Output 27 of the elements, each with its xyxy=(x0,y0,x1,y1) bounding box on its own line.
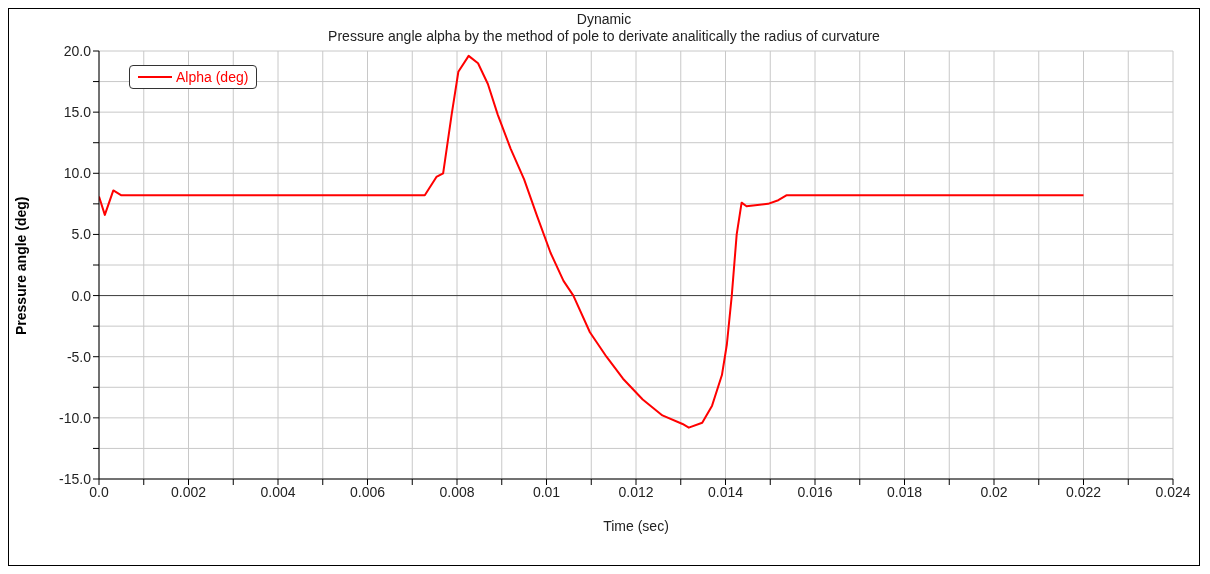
x-tick-label: 0.008 xyxy=(439,483,475,500)
y-tick-label: -10.0 xyxy=(59,409,92,426)
x-tick-label: 0.002 xyxy=(170,483,207,500)
y-axis-title: Pressure angle (deg) xyxy=(12,196,29,335)
x-tick-label: 0.018 xyxy=(886,483,923,500)
chart-subtitle: Pressure angle alpha by the method of pole to derivate analitically the radius of curvature xyxy=(328,28,880,44)
x-tick-label: 0.0 xyxy=(89,483,109,500)
x-tick-label: 0.02 xyxy=(980,483,1008,500)
x-axis-title: Time (sec) xyxy=(603,518,669,534)
y-tick-label: -15.0 xyxy=(59,470,92,487)
x-tick-label: 0.01 xyxy=(532,483,561,500)
y-tick-label: 15.0 xyxy=(63,104,92,121)
x-tick-label: 0.016 xyxy=(797,483,833,500)
line-series xyxy=(99,54,1085,429)
chart-title: Dynamic xyxy=(575,11,633,28)
x-tick-label: 0.004 xyxy=(260,483,296,500)
x-tick-label: 0.006 xyxy=(349,483,386,500)
y-tick-label: 10.0 xyxy=(63,165,92,182)
y-tick-label: 5.0 xyxy=(71,226,92,243)
x-tick-label: 0.014 xyxy=(707,483,744,500)
y-tick-label: -5.0 xyxy=(66,348,92,365)
y-tick-label: 0.0 xyxy=(71,287,92,304)
x-tick-label: 0.012 xyxy=(618,483,654,500)
legend-label: Alpha (deg) xyxy=(175,69,249,85)
x-tick-label: 0.024 xyxy=(1155,483,1191,500)
x-tick-label: 0.022 xyxy=(1065,483,1102,500)
y-tick-label: 20.0 xyxy=(63,42,92,59)
